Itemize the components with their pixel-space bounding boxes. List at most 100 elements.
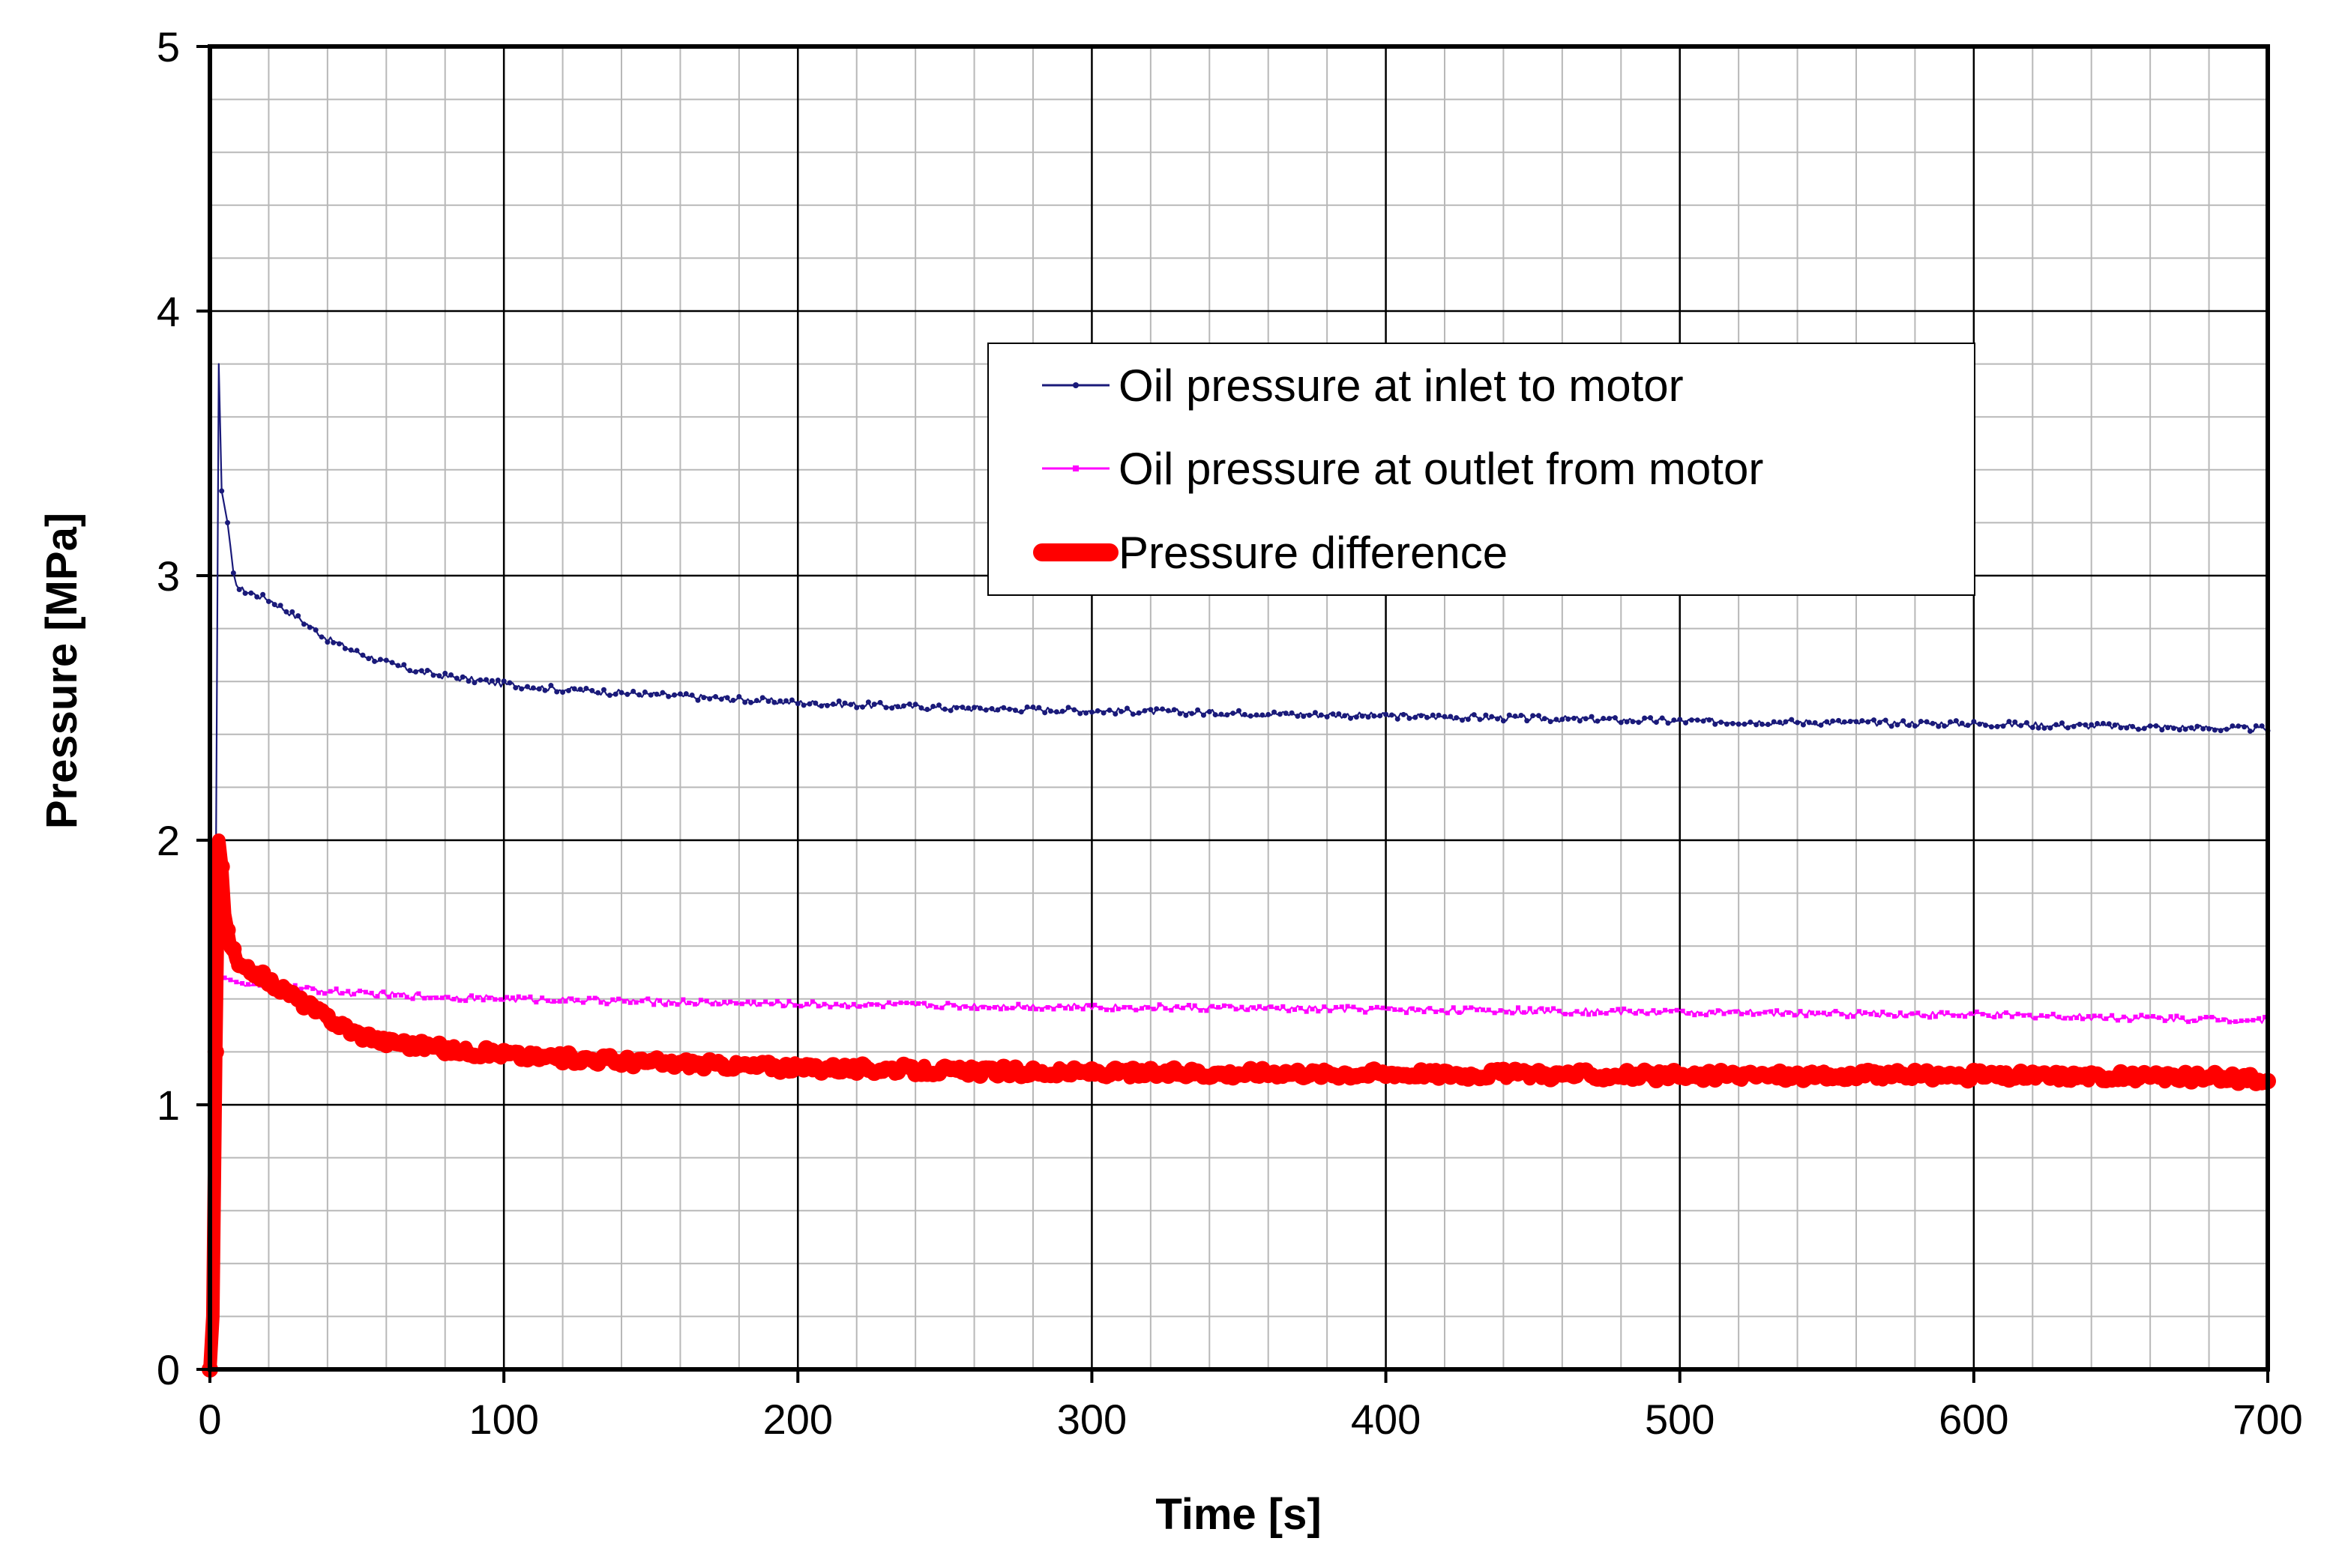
data-point: [1742, 721, 1748, 727]
data-point: [886, 1000, 891, 1005]
data-point: [813, 700, 819, 706]
data-point: [912, 702, 918, 708]
y-tick-label: 5: [157, 23, 180, 70]
data-point: [219, 488, 225, 494]
data-point: [810, 999, 815, 1004]
data-point: [877, 699, 883, 705]
data-point: [1516, 1005, 1521, 1010]
data-point: [1380, 1005, 1385, 1010]
data-point: [898, 1000, 903, 1005]
data-point: [707, 696, 713, 702]
data-point: [2110, 1013, 2115, 1018]
data-point: [2153, 723, 2159, 729]
data-point: [337, 641, 343, 647]
data-point: [2086, 1014, 2091, 1019]
y-tick-label: 4: [157, 288, 180, 335]
legend-label-inlet: Oil pressure at inlet to motor: [1119, 361, 1684, 411]
data-point: [1633, 1010, 1638, 1016]
data-point: [948, 708, 954, 714]
data-point: [554, 689, 560, 695]
data-point: [1165, 708, 1171, 714]
data-point: [1880, 1010, 1885, 1015]
data-point: [728, 999, 733, 1004]
data-point: [1862, 1010, 1867, 1016]
data-point: [1730, 720, 1736, 726]
data-point: [1004, 1006, 1009, 1011]
data-point: [1057, 1003, 1062, 1008]
data-point: [1665, 720, 1671, 726]
data-point: [2188, 725, 2194, 731]
data-point: [1262, 1006, 1268, 1011]
legend-marker-outlet: [1073, 465, 1079, 471]
data-point: [1612, 715, 1618, 721]
data-point: [1177, 711, 1183, 717]
data-point: [1959, 720, 1965, 726]
data-point: [1871, 717, 1877, 723]
data-point: [995, 707, 1001, 713]
data-point: [1265, 711, 1271, 717]
data-point: [1268, 1004, 1274, 1010]
data-point: [1307, 712, 1313, 718]
data-point: [1098, 1005, 1104, 1010]
data-point: [933, 1004, 939, 1010]
data-point: [1512, 713, 1518, 719]
data-point: [910, 1001, 915, 1006]
data-point: [2074, 1015, 2080, 1020]
data-point: [2215, 1018, 2221, 1023]
data-point: [1280, 1004, 1286, 1009]
data-point: [789, 697, 795, 703]
data-point: [2056, 1014, 2062, 1019]
data-point: [551, 999, 556, 1004]
data-point: [1436, 712, 1442, 718]
data-point: [445, 995, 451, 1000]
data-point: [1845, 1014, 1850, 1019]
data-point: [495, 678, 501, 684]
data-point: [1353, 714, 1359, 720]
data-point: [1812, 720, 1818, 726]
data-point: [2018, 723, 2024, 729]
data-point: [1663, 1007, 1668, 1013]
data-point: [2098, 1013, 2103, 1019]
data-point: [1253, 712, 1259, 718]
data-point: [1607, 716, 1613, 722]
data-point: [448, 672, 454, 678]
data-point: [1409, 1006, 1415, 1011]
data-point: [389, 660, 395, 666]
data-point: [472, 680, 478, 686]
data-point: [1295, 714, 1301, 720]
data-point: [698, 998, 703, 1003]
data-point: [672, 692, 678, 698]
data-point: [1157, 1002, 1162, 1007]
data-point: [881, 1004, 886, 1010]
y-tick-label: 1: [157, 1082, 180, 1129]
data-point: [648, 692, 654, 698]
data-point: [748, 699, 754, 705]
data-point: [1336, 711, 1342, 717]
data-point: [736, 693, 742, 699]
data-point: [1175, 1004, 1180, 1009]
legend-entry-inlet: Oil pressure at inlet to motor: [1042, 361, 1684, 411]
data-point: [1571, 715, 1577, 721]
data-point: [1424, 714, 1430, 720]
data-point: [1795, 720, 1801, 726]
data-point: [1827, 1012, 1832, 1017]
data-point: [1847, 718, 1853, 724]
data-point: [834, 1001, 839, 1007]
data-point: [1322, 1004, 1327, 1010]
data-point: [595, 690, 601, 696]
data-point: [921, 1001, 927, 1006]
data-point: [1724, 721, 1730, 727]
data-point: [2124, 725, 2130, 731]
data-point: [598, 1000, 603, 1005]
data-point: [439, 995, 445, 1001]
data-point: [2176, 727, 2182, 733]
data-point: [2218, 728, 2224, 734]
data-point: [2050, 1011, 2056, 1016]
data-point: [1504, 1010, 1509, 1015]
x-tick-labels: 0 100 200 300 400 500 600 700: [198, 1396, 2302, 1443]
data-point: [2191, 1018, 2197, 1023]
data-point: [1140, 1006, 1145, 1011]
data-point: [753, 698, 759, 704]
data-point: [418, 668, 424, 674]
data-point: [528, 994, 533, 999]
